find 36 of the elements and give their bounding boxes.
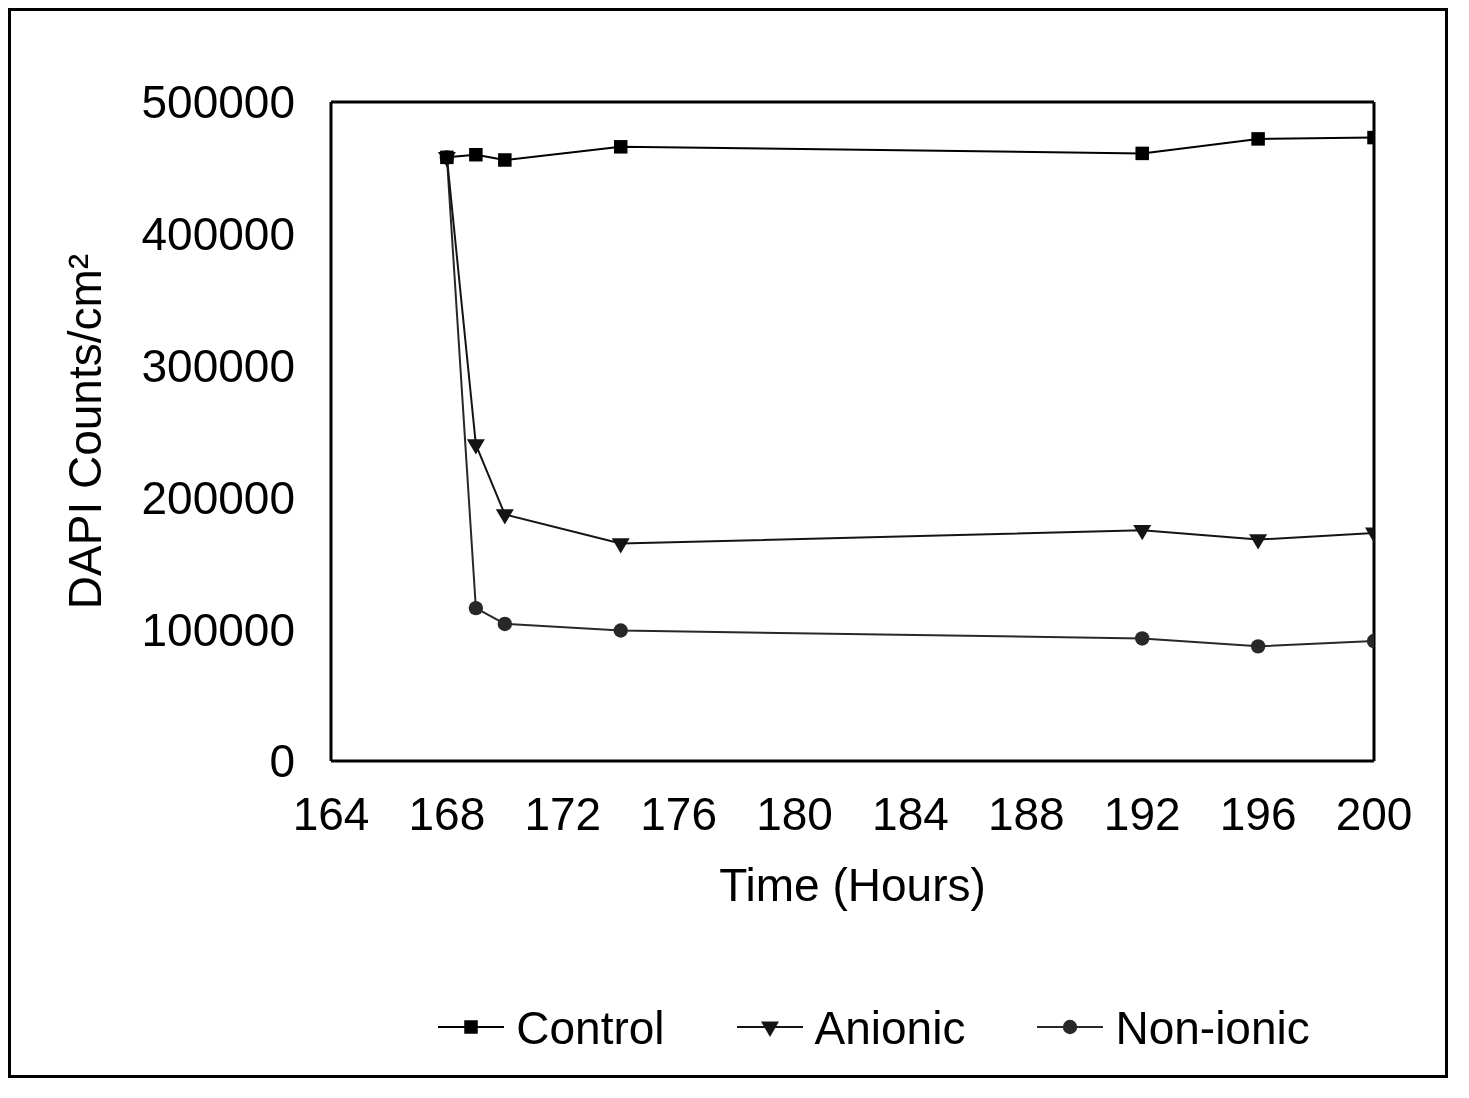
x-tick-label: 180 <box>756 787 833 840</box>
y-tick-label: 400000 <box>141 208 295 261</box>
point <box>1135 631 1150 646</box>
point <box>611 538 630 554</box>
x-tick-label: 196 <box>1219 787 1297 840</box>
legend-label: Anionic <box>814 1001 966 1055</box>
point <box>497 616 513 632</box>
point <box>466 439 485 455</box>
y-tick-label: 200000 <box>141 471 295 524</box>
x-tick-label: 164 <box>292 787 370 840</box>
point <box>468 600 484 616</box>
point <box>613 623 628 638</box>
legend-label: Control <box>516 1001 665 1055</box>
x-axis-title: Time (Hours) <box>719 859 986 911</box>
point <box>1250 639 1266 654</box>
point <box>613 140 628 154</box>
point <box>1133 524 1152 541</box>
x-tick-label: 176 <box>640 787 718 840</box>
point <box>495 509 514 525</box>
y-tick-label: 300000 <box>141 339 295 392</box>
point <box>498 153 512 167</box>
y-axis-title: DAPI Counts/cm² <box>59 253 111 610</box>
point <box>1135 146 1149 161</box>
x-tick-label: 188 <box>987 787 1065 840</box>
point <box>1249 534 1268 550</box>
x-tick-label: 172 <box>524 787 602 840</box>
legend-label: Non-ionic <box>1115 1001 1310 1055</box>
y-tick-label: 0 <box>269 735 295 788</box>
point <box>469 147 483 162</box>
y-tick-label: 100000 <box>141 603 295 656</box>
x-tick-label: 200 <box>1335 787 1413 840</box>
point <box>1251 132 1265 146</box>
x-tick-label: 192 <box>1103 787 1181 840</box>
x-tick-label: 184 <box>872 787 949 840</box>
y-tick-label: 500000 <box>141 76 295 129</box>
x-tick-label: 168 <box>408 787 486 840</box>
